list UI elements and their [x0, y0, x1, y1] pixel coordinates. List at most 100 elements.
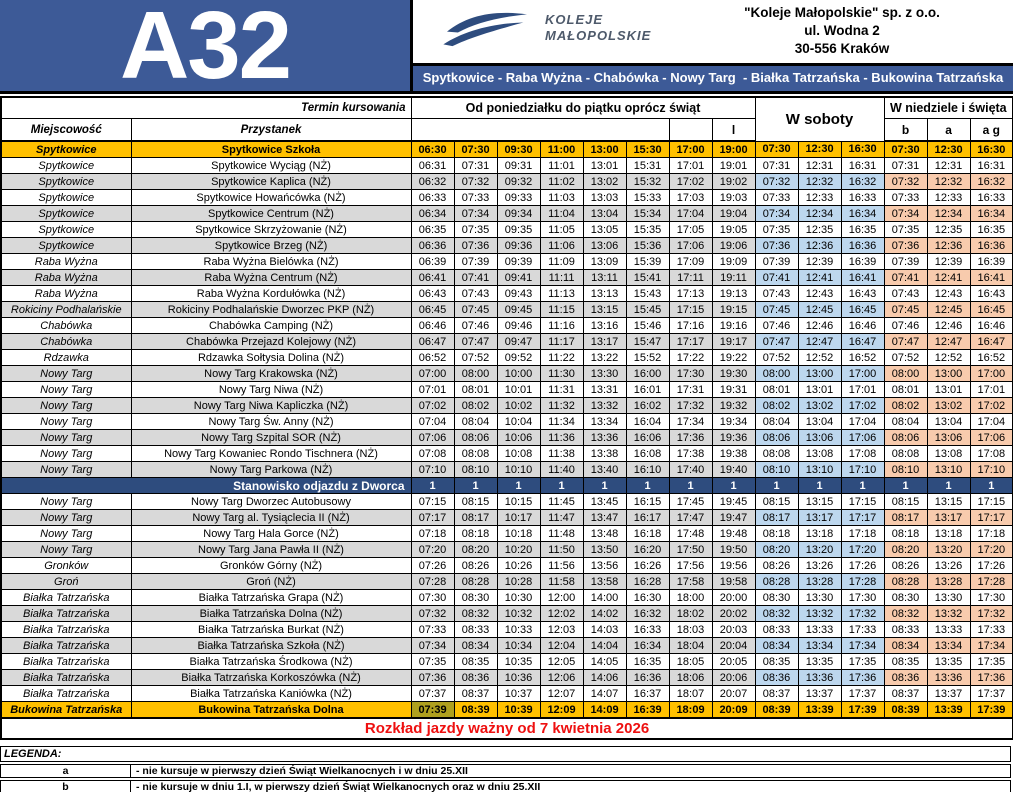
time-cell: 17:15 — [969, 493, 1013, 510]
stop-cell: Nowy Targ Kowaniec Rondo Tischnera (NŻ) — [130, 445, 412, 462]
time-cell: 16:41 — [840, 269, 885, 286]
time-cell: 16:33 — [625, 621, 670, 638]
time-cell: 17:04 — [969, 413, 1013, 430]
stop-row: Nowy Targ Nowy Targ Św. Anny (NŻ) 07:04 08:… — [0, 413, 1013, 430]
time-cell: 06:30 — [410, 140, 455, 158]
time-cell: 17:10 — [840, 461, 885, 478]
time-cell: 08:32 — [453, 605, 498, 622]
stop-row: Raba Wyżna Raba Wyżna Kordułówka (NŻ) 06:4… — [0, 285, 1013, 302]
time-cell: 14:00 — [582, 589, 627, 606]
time-cell: 10:26 — [496, 557, 541, 574]
time-cell: 07:30 — [453, 140, 498, 158]
time-cell: 08:01 — [883, 381, 928, 398]
place-cell: Białka Tatrzańska — [0, 589, 132, 606]
time-cell: 08:04 — [883, 413, 928, 430]
time-cell: 13:15 — [797, 493, 842, 510]
time-cell: 18:02 — [668, 605, 713, 622]
place-cell: Białka Tatrzańska — [0, 621, 132, 638]
time-cell: 13:50 — [582, 541, 627, 558]
company-panel: KOLEJE MAŁOPOLSKIE "Koleje Małopolskie" … — [413, 0, 1013, 63]
time-cell: 12:30 — [926, 140, 971, 158]
time-cell: 08:36 — [453, 669, 498, 686]
time-cell: 16:35 — [969, 221, 1013, 238]
time-cell: 19:36 — [711, 429, 756, 446]
time-cell: 10:04 — [496, 413, 541, 430]
time-cell: 10:37 — [496, 685, 541, 702]
place-cell: Spytkowice — [0, 157, 132, 174]
time-cell: 08:28 — [883, 573, 928, 590]
time-cell: 09:41 — [496, 269, 541, 286]
time-cell: 06:43 — [410, 285, 455, 302]
stop-row: Nowy Targ Nowy Targ Krakowska (NŻ) 07:00 08… — [0, 365, 1013, 382]
stop-row: Białka Tatrzańska Białka Tatrzańska Burka… — [0, 621, 1013, 638]
time-cell: 19:32 — [711, 397, 756, 414]
time-cell: 15:36 — [625, 237, 670, 254]
time-cell: 07:36 — [754, 237, 799, 254]
time-cell: 08:37 — [453, 685, 498, 702]
time-cell: 15:43 — [625, 285, 670, 302]
time-cell: 17:01 — [840, 381, 885, 398]
time-cell: 11:47 — [539, 509, 584, 526]
time-cell: 18:05 — [668, 653, 713, 670]
stop-row: Nowy Targ Nowy Targ al. Tysiąclecia II (N… — [0, 509, 1013, 526]
time-cell: 13:28 — [926, 573, 971, 590]
stop-cell: Białka Tatrzańska Dolna (NŻ) — [130, 605, 412, 622]
time-cell: 08:28 — [754, 573, 799, 590]
time-cell: 13:30 — [797, 589, 842, 606]
time-cell: 17:39 — [969, 701, 1013, 719]
time-cell: 17:36 — [840, 669, 885, 686]
time-cell: 08:20 — [883, 541, 928, 558]
time-cell: 17:02 — [969, 397, 1013, 414]
time-cell: 13:08 — [926, 445, 971, 462]
time-cell: 07:36 — [883, 237, 928, 254]
place-cell: Bukowina Tatrzańska — [0, 701, 132, 719]
time-cell: 08:02 — [453, 397, 498, 414]
time-cell: 13:04 — [926, 413, 971, 430]
time-cell: 06:41 — [410, 269, 455, 286]
time-cell: 11:36 — [539, 429, 584, 446]
time-cell: 11:32 — [539, 397, 584, 414]
time-cell: 20:09 — [711, 701, 756, 719]
time-cell: 08:32 — [883, 605, 928, 622]
time-cell: 17:09 — [668, 253, 713, 270]
time-cell: 20:00 — [711, 589, 756, 606]
sunday-designation-b: b — [883, 118, 928, 142]
time-cell: 08:15 — [754, 493, 799, 510]
time-cell: 06:36 — [410, 237, 455, 254]
time-cell: 11:30 — [539, 365, 584, 382]
time-cell: 13:15 — [926, 493, 971, 510]
stop-row: Spytkowice Spytkowice Skrzyżowanie (NŻ) 06… — [0, 221, 1013, 238]
time-cell: 16:30 — [840, 140, 885, 158]
time-cell: 17:08 — [840, 445, 885, 462]
time-cell: 17:00 — [840, 365, 885, 382]
time-cell: 07:18 — [410, 525, 455, 542]
time-cell: 07:46 — [754, 317, 799, 334]
time-cell: 17:32 — [840, 605, 885, 622]
time-cell: 08:01 — [754, 381, 799, 398]
time-cell: 13:06 — [926, 429, 971, 446]
time-cell: 07:08 — [410, 445, 455, 462]
time-cell: 17:04 — [668, 205, 713, 222]
place-cell: Nowy Targ — [0, 525, 132, 542]
time-cell: 09:34 — [496, 205, 541, 222]
stop-cell: Gronków Górny (NŻ) — [130, 557, 412, 574]
time-cell: 19:05 — [711, 221, 756, 238]
time-cell: 07:32 — [410, 605, 455, 622]
stop-cell: Bukowina Tatrzańska Dolna — [130, 701, 412, 719]
time-cell: 11:09 — [539, 253, 584, 270]
place-cell: Spytkowice — [0, 140, 132, 158]
route-number-badge: A32 — [0, 0, 413, 94]
time-cell: 13:34 — [926, 637, 971, 654]
time-cell: 17:26 — [969, 557, 1013, 574]
time-cell: 13:33 — [797, 621, 842, 638]
time-cell: 10:36 — [496, 669, 541, 686]
time-cell: 17:47 — [668, 509, 713, 526]
time-cell: 13:01 — [582, 157, 627, 174]
place-cell: Nowy Targ — [0, 397, 132, 414]
time-cell: 17:01 — [969, 381, 1013, 398]
time-cell: 07:04 — [410, 413, 455, 430]
time-cell: 13:02 — [926, 397, 971, 414]
time-cell: 12:46 — [797, 317, 842, 334]
platform-number-cell: 1 — [539, 477, 584, 494]
time-cell: 20:05 — [711, 653, 756, 670]
